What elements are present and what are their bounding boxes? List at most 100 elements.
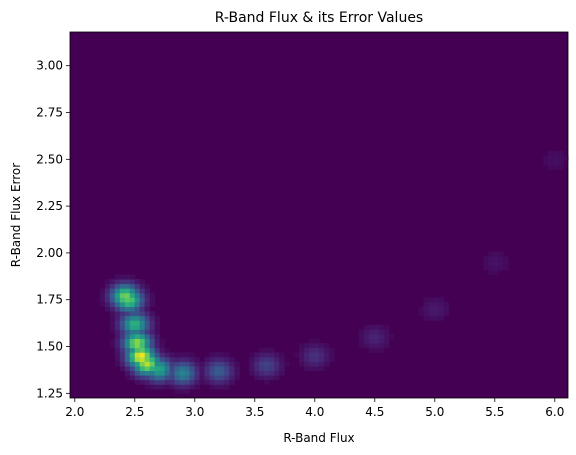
heatmap-cell [110,307,115,312]
heatmap-cell [130,302,135,307]
heatmap-cell [140,339,145,344]
heatmap-cell [120,302,125,307]
heatmap-cell [125,343,130,348]
heatmap-cell [150,334,155,339]
heatmap-cell [130,320,135,325]
heatmap-cell [195,366,200,371]
heatmap-cell [150,371,155,376]
heatmap-cell [175,357,180,362]
heatmap-cell [170,357,175,362]
heatmap-cell [160,375,165,380]
heatmap-cell [384,334,389,339]
heatmap-cell [120,307,125,312]
heatmap-cell [364,339,369,344]
heatmap-cell [155,380,160,385]
heatmap-cell [314,357,319,362]
heatmap-cell [115,339,120,344]
heatmap-cell [100,297,105,302]
y-axis: 1.251.501.752.002.252.502.753.00 [36,59,70,401]
heatmap-cell [553,165,558,170]
heatmap-cell [145,384,150,389]
y-axis-label: R-Band Flux Error [9,163,23,267]
heatmap-cell [120,320,125,325]
heatmap-cell [125,288,130,293]
heatmap-cell [249,361,254,366]
heatmap-cell [369,325,374,330]
heatmap-cell [543,156,548,161]
heatmap-cell [130,348,135,353]
heatmap-cell [135,371,140,376]
heatmap-cell [135,279,140,284]
heatmap-cell [160,366,165,371]
heatmap-cell [319,348,324,353]
heatmap-cell [299,343,304,348]
heatmap-cell [145,325,150,330]
heatmap-cell [439,307,444,312]
x-tick-label: 4.5 [365,405,384,419]
heatmap-cell [145,307,150,312]
heatmap-cell [274,366,279,371]
heatmap-cell [359,334,364,339]
heatmap-cell [434,316,439,321]
heatmap-cell [135,339,140,344]
heatmap-cell [364,329,369,334]
heatmap-cell [150,380,155,385]
heatmap-cell [488,265,493,270]
heatmap-cell [264,375,269,380]
heatmap-cell [254,361,259,366]
heatmap-cell [135,357,140,362]
heatmap-cell [130,316,135,321]
heatmap-cell [329,352,334,357]
heatmap-cell [199,371,204,376]
heatmap-cell [180,389,185,394]
heatmap-cell [214,375,219,380]
heatmap-cell [150,384,155,389]
heatmap-cell [175,352,180,357]
heatmap-cell [155,325,160,330]
heatmap-cell [135,316,140,321]
y-tick-label: 1.25 [36,386,63,400]
plot-area [70,32,569,398]
heatmap-cell [259,348,264,353]
y-tick-label: 1.75 [36,293,63,307]
heatmap-cell [120,297,125,302]
heatmap-cell [170,375,175,380]
heatmap-cell [434,297,439,302]
heatmap-cell [135,375,140,380]
heatmap-cell [130,339,135,344]
heatmap-cell [299,361,304,366]
heatmap-cell [115,316,120,321]
heatmap-cell [304,361,309,366]
heatmap-cell [548,151,553,156]
heatmap-cell [115,274,120,279]
heatmap-cell [120,352,125,357]
heatmap-cell [130,325,135,330]
heatmap-cell [249,352,254,357]
heatmap-cell [105,293,110,298]
heatmap-cell [548,165,553,170]
heatmap-cell [259,375,264,380]
heatmap-cell [503,265,508,270]
heatmap-cell [379,339,384,344]
heatmap-cell [319,366,324,371]
heatmap-cell [150,320,155,325]
heatmap-cell [324,343,329,348]
heatmap-cell [140,352,145,357]
heatmap-cell [314,348,319,353]
heatmap-cell [130,352,135,357]
heatmap-cell [279,371,284,376]
heatmap-cell [160,339,165,344]
heatmap-cell [379,325,384,330]
heatmap-cell [135,302,140,307]
heatmap-cell [125,284,130,289]
heatmap-cell [155,343,160,348]
heatmap-cell [374,343,379,348]
heatmap-cell [145,320,150,325]
heatmap-cell [219,375,224,380]
heatmap-cell [543,160,548,165]
heatmap-cell [140,297,145,302]
heatmap-cell [319,361,324,366]
y-tick-label: 1.50 [36,340,63,354]
heatmap-cell [199,380,204,385]
heatmap-cell [140,302,145,307]
